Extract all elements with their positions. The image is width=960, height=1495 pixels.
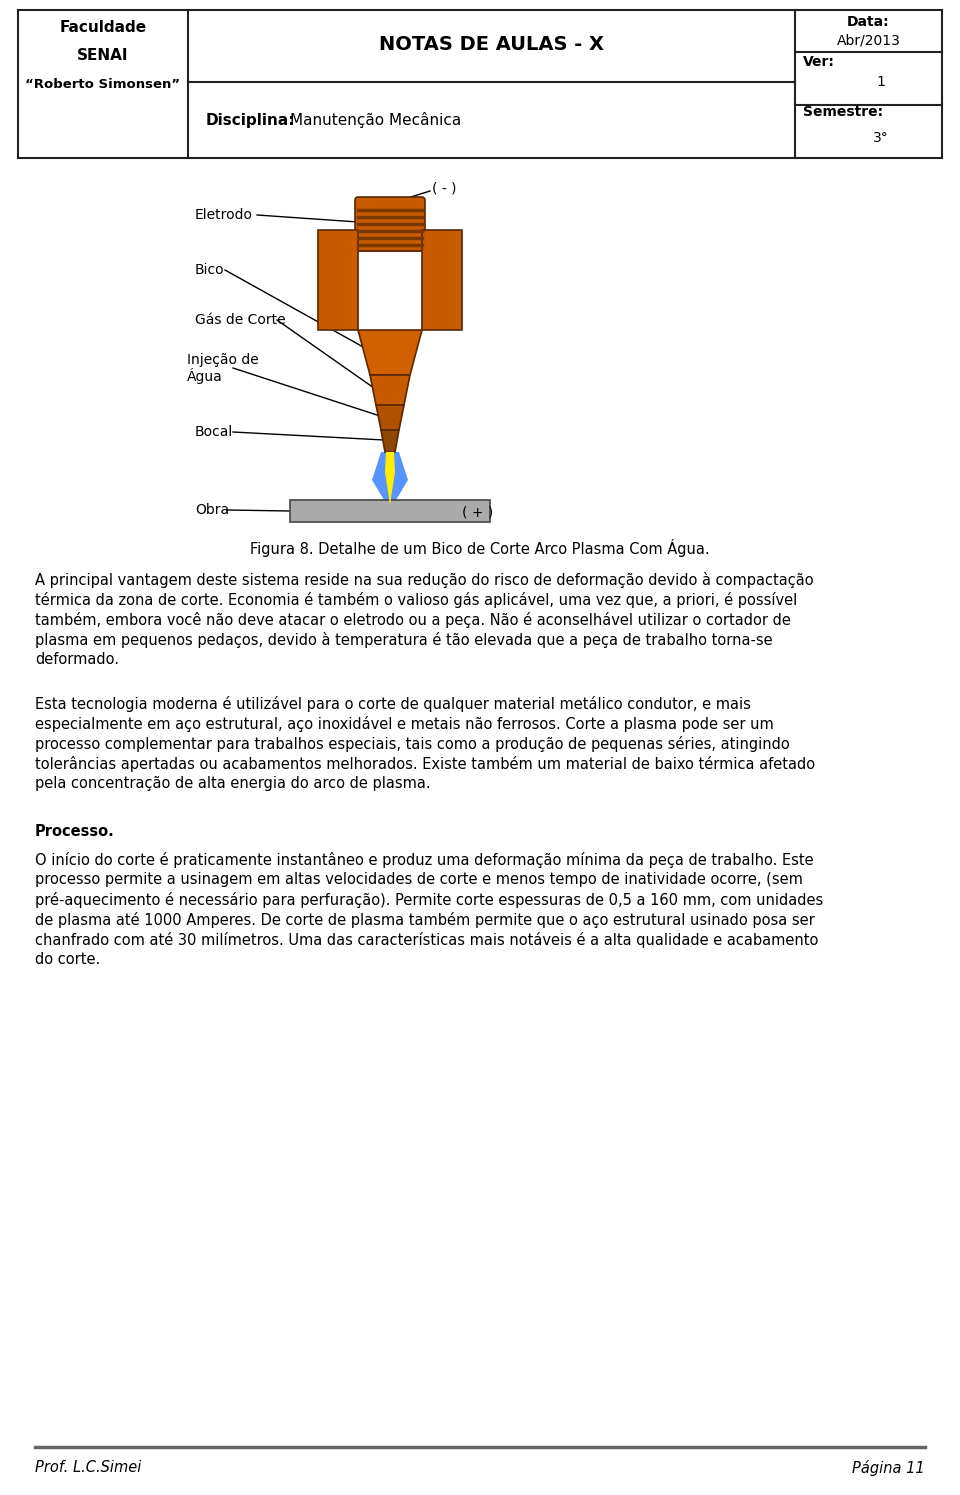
Bar xyxy=(290,499,490,522)
Polygon shape xyxy=(370,375,410,405)
Text: Eletrodo: Eletrodo xyxy=(195,208,253,221)
Text: 1: 1 xyxy=(876,75,885,90)
Text: plasma em pequenos pedaços, devido à temperatura é tão elevada que a peça de tra: plasma em pequenos pedaços, devido à tem… xyxy=(35,632,773,647)
Text: Figura 8. Detalhe de um Bico de Corte Arco Plasma Com Água.: Figura 8. Detalhe de um Bico de Corte Ar… xyxy=(251,540,709,558)
Text: O início do corte é praticamente instantâneo e produz uma deformação mínima da p: O início do corte é praticamente instant… xyxy=(35,852,814,869)
Text: Obra: Obra xyxy=(195,502,229,517)
Text: de plasma até 1000 Amperes. De corte de plasma também permite que o aço estrutur: de plasma até 1000 Amperes. De corte de … xyxy=(35,912,815,928)
Bar xyxy=(318,230,358,330)
Text: Injeção de: Injeção de xyxy=(187,353,259,366)
Text: Semestre:: Semestre: xyxy=(803,105,883,120)
Text: processo complementar para trabalhos especiais, tais como a produção de pequenas: processo complementar para trabalhos esp… xyxy=(35,736,790,752)
Text: tolerâncias apertadas ou acabamentos melhorados. Existe também um material de ba: tolerâncias apertadas ou acabamentos mel… xyxy=(35,756,815,771)
Polygon shape xyxy=(372,451,408,510)
Polygon shape xyxy=(358,330,422,375)
Text: ( + ): ( + ) xyxy=(462,505,493,519)
Text: do corte.: do corte. xyxy=(35,952,100,967)
Text: especialmente em aço estrutural, aço inoxidável e metais não ferrosos. Corte a p: especialmente em aço estrutural, aço ino… xyxy=(35,716,774,733)
Text: Manutenção Mecânica: Manutenção Mecânica xyxy=(290,112,461,129)
Text: Data:: Data: xyxy=(847,15,890,28)
Text: Prof. L.C.Simei: Prof. L.C.Simei xyxy=(35,1461,141,1476)
Text: chanfrado com até 30 milímetros. Uma das características mais notáveis é a alta : chanfrado com até 30 milímetros. Uma das… xyxy=(35,931,818,948)
Text: também, embora você não deve atacar o eletrodo ou a peça. Não é aconselhável uti: também, embora você não deve atacar o el… xyxy=(35,611,791,628)
Text: A principal vantagem deste sistema reside na sua redução do risco de deformação : A principal vantagem deste sistema resid… xyxy=(35,573,814,588)
Text: Página 11: Página 11 xyxy=(852,1461,925,1476)
Text: processo permite a usinagem em altas velocidades de corte e menos tempo de inati: processo permite a usinagem em altas vel… xyxy=(35,872,803,887)
Text: Esta tecnologia moderna é utilizável para o corte de qualquer material metálico : Esta tecnologia moderna é utilizável par… xyxy=(35,697,751,712)
Polygon shape xyxy=(376,405,404,431)
Polygon shape xyxy=(385,451,395,505)
Text: “Roberto Simonsen”: “Roberto Simonsen” xyxy=(25,79,180,91)
Text: 3°: 3° xyxy=(873,132,888,145)
FancyBboxPatch shape xyxy=(355,197,425,251)
Text: ( - ): ( - ) xyxy=(432,181,457,194)
Text: Ver:: Ver: xyxy=(803,55,835,69)
Text: Água: Água xyxy=(187,368,223,384)
Text: Abr/2013: Abr/2013 xyxy=(836,33,900,46)
Text: Disciplina:: Disciplina: xyxy=(206,112,296,127)
Text: pré-aquecimento é necessário para perfuração). Permite corte espessuras de 0,5 a: pré-aquecimento é necessário para perfur… xyxy=(35,893,824,907)
Text: Processo.: Processo. xyxy=(35,824,115,839)
Text: Bico: Bico xyxy=(195,263,225,277)
Text: pela concentração de alta energia do arco de plasma.: pela concentração de alta energia do arc… xyxy=(35,776,431,791)
Polygon shape xyxy=(381,431,399,451)
Text: SENAI: SENAI xyxy=(77,48,129,63)
Bar xyxy=(318,235,462,253)
Bar xyxy=(18,10,942,158)
Text: NOTAS DE AULAS - X: NOTAS DE AULAS - X xyxy=(379,34,604,54)
Text: Gás de Corte: Gás de Corte xyxy=(195,312,286,327)
Text: Bocal: Bocal xyxy=(195,425,233,440)
Text: deformado.: deformado. xyxy=(35,652,119,667)
Bar xyxy=(422,230,462,330)
Text: térmica da zona de corte. Economia é também o valioso gás aplicável, uma vez que: térmica da zona de corte. Economia é tam… xyxy=(35,592,797,608)
Text: Faculdade: Faculdade xyxy=(60,21,147,36)
